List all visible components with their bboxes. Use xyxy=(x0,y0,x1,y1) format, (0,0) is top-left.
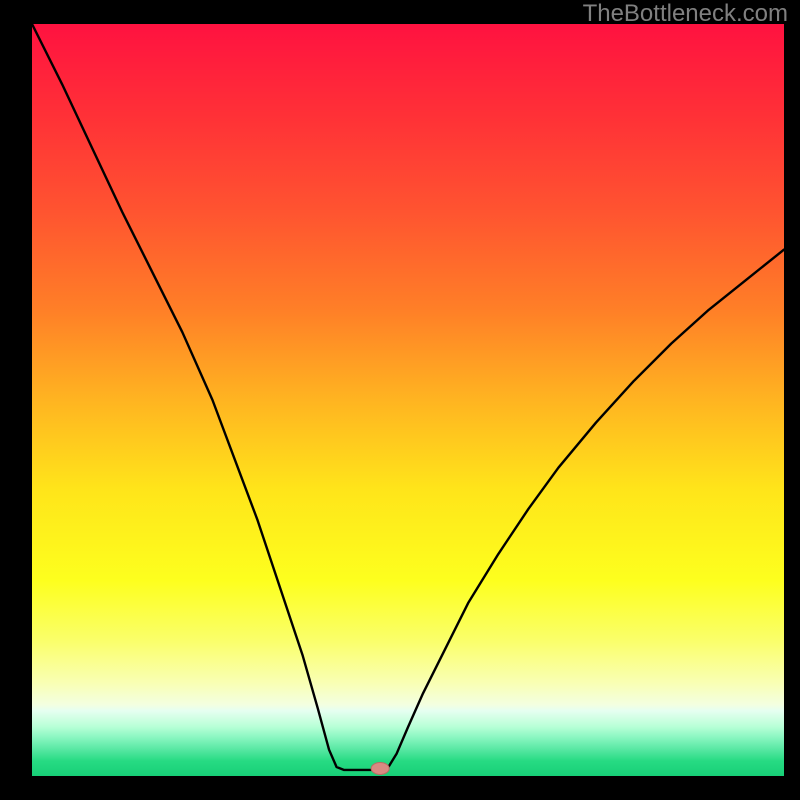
optimal-point-marker xyxy=(371,762,389,774)
plot-area xyxy=(32,24,784,776)
watermark-text: TheBottleneck.com xyxy=(583,0,788,28)
bottleneck-chart xyxy=(32,24,784,776)
chart-background xyxy=(32,24,784,776)
figure-frame: TheBottleneck.com xyxy=(0,0,800,800)
